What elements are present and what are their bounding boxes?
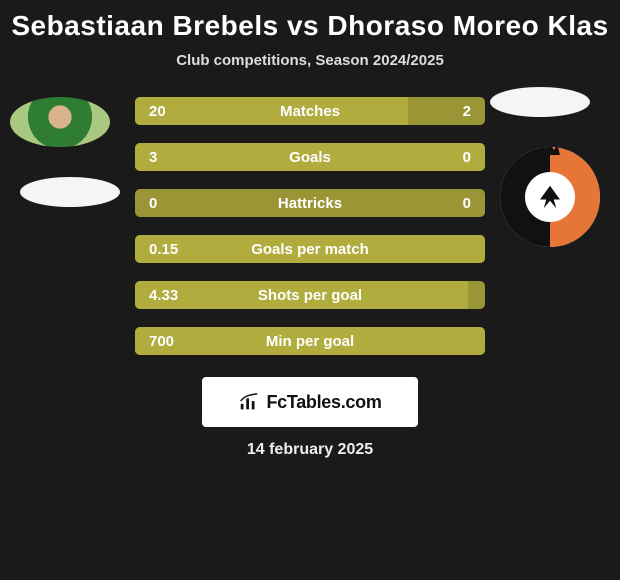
stat-value-left: 3 [135, 149, 205, 166]
stat-value-left: 700 [135, 333, 205, 350]
stat-value-right: 2 [415, 103, 485, 120]
stat-value-left: 20 [135, 103, 205, 120]
club-badge-right [500, 147, 600, 247]
stat-row: 0Hattricks0 [135, 189, 485, 217]
stat-row: 700Min per goal [135, 327, 485, 355]
stat-value-left: 0.15 [135, 241, 205, 258]
stat-row: 20Matches2 [135, 97, 485, 125]
player-avatar-left [10, 97, 110, 147]
stat-label: Shots per goal [205, 287, 415, 304]
crown-icon [540, 147, 560, 155]
snapshot-date: 14 february 2025 [0, 441, 620, 459]
stat-bars: 20Matches23Goals00Hattricks00.15Goals pe… [135, 97, 485, 355]
stat-row: 4.33Shots per goal [135, 281, 485, 309]
stat-label: Goals per match [205, 241, 415, 258]
stat-row: 0.15Goals per match [135, 235, 485, 263]
stat-value-left: 0 [135, 195, 205, 212]
stat-label: Goals [205, 149, 415, 166]
chart-icon [238, 391, 260, 413]
player-team-pill-right [490, 87, 590, 117]
logo-text: FcTables.com [266, 392, 381, 413]
stat-value-right: 0 [415, 195, 485, 212]
player-team-pill-left [20, 177, 120, 207]
stat-label: Min per goal [205, 333, 415, 350]
stat-label: Matches [205, 103, 415, 120]
comparison-panel: 20Matches23Goals00Hattricks00.15Goals pe… [0, 97, 620, 355]
fctables-logo[interactable]: FcTables.com [202, 377, 418, 427]
eagle-icon [535, 182, 565, 212]
stat-label: Hattricks [205, 195, 415, 212]
stat-row: 3Goals0 [135, 143, 485, 171]
page-subtitle: Club competitions, Season 2024/2025 [0, 52, 620, 69]
stat-value-right: 0 [415, 149, 485, 166]
stat-value-left: 4.33 [135, 287, 205, 304]
page-title: Sebastiaan Brebels vs Dhoraso Moreo Klas [0, 0, 620, 46]
